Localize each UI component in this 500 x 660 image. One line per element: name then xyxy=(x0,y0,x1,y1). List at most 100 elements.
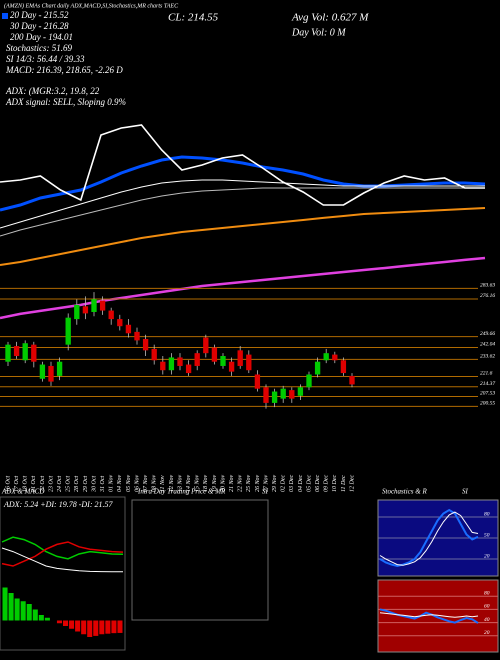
x-tick-label: 23 Oct xyxy=(48,476,54,492)
x-tick-label: 24 Oct xyxy=(56,476,63,492)
candle-body xyxy=(349,375,355,385)
x-tick-label: 01 Nov xyxy=(109,474,115,492)
y-tick-label: 242.04 xyxy=(480,341,495,348)
candle-body xyxy=(237,350,243,366)
x-tick-label: 21 Oct xyxy=(31,476,37,492)
x-tick-label: 05 Nov xyxy=(126,474,132,492)
x-tick-label: 29 Nov xyxy=(272,474,278,492)
macd-bar xyxy=(93,620,99,636)
legend-entry: Stochastics: 51.69 xyxy=(6,43,72,53)
y-tick-label: 283.63 xyxy=(480,283,495,289)
macd-bar xyxy=(117,620,123,633)
x-tick-label: 20 Nov xyxy=(220,474,226,492)
x-tick-label: 18 Nov xyxy=(203,474,209,492)
y-tick-label: 60 xyxy=(484,604,490,610)
legend-entry: ADX: (MGR:3.2, 19.8, 22 xyxy=(5,86,100,96)
y-tick-label: 214.37 xyxy=(480,380,495,387)
candle-body xyxy=(99,300,106,311)
x-tick-label: 22 Nov xyxy=(238,474,244,492)
x-tick-label: 04 Dec xyxy=(297,475,304,492)
series-line xyxy=(1,541,124,567)
candle-body xyxy=(289,390,295,399)
macd-bar xyxy=(44,617,50,621)
candle-body xyxy=(65,317,71,345)
macd-bar xyxy=(8,593,14,621)
stoch-title: Stochastics & R xyxy=(382,488,427,496)
candle-body xyxy=(160,361,166,371)
y-tick-label: 40 xyxy=(484,616,490,623)
x-tick-label: 16 Oct xyxy=(5,476,11,492)
candle-body xyxy=(151,348,157,361)
x-tick-label: 29 Oct xyxy=(83,476,89,492)
candle-body xyxy=(134,331,140,341)
series-line xyxy=(1,536,124,560)
candle-body xyxy=(13,346,20,357)
series-line xyxy=(0,124,485,206)
legend-entry: ADX signal: SELL, Sloping 0.9% xyxy=(5,97,126,107)
macd-bar xyxy=(99,620,105,635)
candle-body xyxy=(220,356,226,366)
x-tick-label: 11 Dec xyxy=(341,475,347,492)
day-volume: Day Vol: 0 M xyxy=(291,27,346,38)
x-tick-label: 31 Oct xyxy=(100,476,106,493)
x-tick-label: 05 Dec xyxy=(306,475,312,492)
legend-entry: SI 14/3: 56.44 / 39.33 xyxy=(6,54,85,64)
adx-values: ADX: 5.24 +DI: 19.78 -DI: 21.57 xyxy=(3,500,113,509)
macd-bar xyxy=(2,587,8,621)
candle-body xyxy=(314,361,321,375)
intraday-label: SI xyxy=(262,488,269,496)
series-line xyxy=(379,508,479,568)
adx-title: ADX & MACD xyxy=(1,488,44,496)
x-tick-label: 26 Nov xyxy=(255,474,261,492)
candle-body xyxy=(168,357,175,371)
candle-body xyxy=(340,360,347,374)
candle-body xyxy=(117,319,123,327)
candle-body xyxy=(203,337,209,354)
candle-body xyxy=(31,344,37,362)
x-tick-label: 15 Nov xyxy=(195,474,201,492)
x-tick-label: 08 Nov xyxy=(152,474,158,492)
y-tick-label: 80 xyxy=(484,590,490,596)
header-title: (AMZN) EMAs Chart daily ADX,MACD,SI,Stoc… xyxy=(4,2,179,9)
x-tick-label: 07 Nov xyxy=(143,474,149,492)
series-line xyxy=(0,256,486,320)
legend-entry: 20 Day - 215.52 xyxy=(10,10,69,20)
x-tick-label: 04 Nov xyxy=(116,474,123,492)
candle-body xyxy=(56,361,63,376)
candle-body xyxy=(177,357,183,366)
candle-body xyxy=(254,374,261,389)
x-tick-label: 06 Dec xyxy=(315,475,321,492)
legend-entry: 200 Day - 194.01 xyxy=(10,32,73,42)
close-price: CL: 214.55 xyxy=(168,12,219,24)
legend-entry: MACD: 216.39, 218.65, -2.26 D xyxy=(5,65,123,75)
candle-body xyxy=(211,347,218,362)
candle-body xyxy=(74,304,80,320)
x-tick-label: 03 Dec xyxy=(289,475,295,492)
series-line xyxy=(0,207,486,266)
adx-panel xyxy=(0,496,126,651)
x-tick-label: 13 Nov xyxy=(177,474,183,492)
candle-body xyxy=(39,364,46,379)
candle-body xyxy=(91,299,97,312)
x-tick-label: 22 Oct xyxy=(40,476,46,492)
y-tick-label: 276.16 xyxy=(480,293,495,299)
macd-bar xyxy=(32,609,38,621)
candle-body xyxy=(142,338,149,351)
x-tick-label: 12 Dec xyxy=(349,475,355,492)
y-tick-label: 221.6 xyxy=(480,371,493,377)
macd-bar xyxy=(105,620,111,634)
x-tick-label: 17 Oct xyxy=(14,476,20,492)
x-tick-label: 21 Nov xyxy=(229,474,235,492)
macd-bar xyxy=(69,620,75,629)
candle-body xyxy=(263,387,269,403)
macd-bar xyxy=(20,601,26,621)
y-tick-label: 80 xyxy=(484,511,490,517)
x-tick-label: 11 Nov xyxy=(160,475,166,492)
macd-bar xyxy=(111,620,117,634)
intraday-panel xyxy=(131,499,269,621)
intraday-title: Intra Day Trading Price & MR xyxy=(137,488,226,496)
macd-bar xyxy=(87,620,93,637)
legend-swatch xyxy=(2,13,8,19)
x-tick-label: 28 Oct xyxy=(74,476,80,492)
